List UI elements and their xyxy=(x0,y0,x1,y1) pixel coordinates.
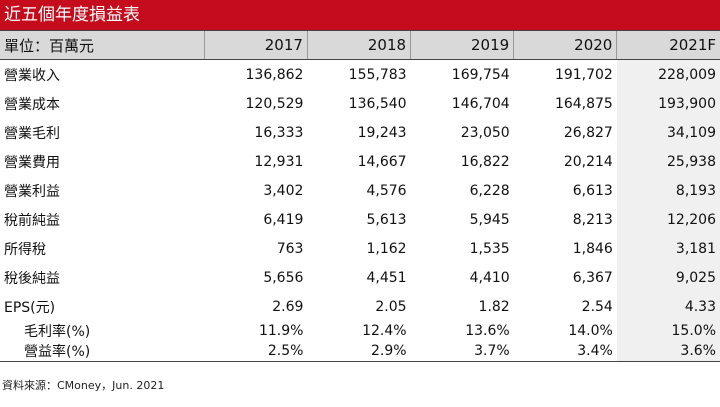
table-cell: 6,419 xyxy=(263,211,304,228)
table-cell: 169,754 xyxy=(451,66,510,83)
table-cell: 6,613 xyxy=(572,182,613,199)
table-cell: 6,228 xyxy=(469,182,510,199)
table-cell: 1,535 xyxy=(469,240,510,257)
row-label: 營業利益 xyxy=(4,183,60,200)
table-cell: 1,846 xyxy=(572,240,613,257)
table-cell: 3,181 xyxy=(616,234,720,263)
table-title: 近五個年度損益表 xyxy=(0,0,720,30)
year-header: 2018 xyxy=(306,30,411,60)
table-cell: 34,109 xyxy=(616,118,720,147)
table-cell: 20,214 xyxy=(563,153,613,170)
year-header: 2021F xyxy=(616,30,720,60)
table-cell: 15.0% xyxy=(616,321,720,341)
table-row: 營業費用 12,931 14,667 16,822 20,214 25,938 xyxy=(0,147,720,176)
year-header: 2017 xyxy=(203,30,308,60)
table-cell: 5,656 xyxy=(263,269,304,286)
row-label: 營業毛利 xyxy=(4,125,60,142)
table-cell: 763 xyxy=(276,240,304,257)
table-cell: 12,206 xyxy=(616,205,720,234)
table-cell: 3,402 xyxy=(263,182,304,199)
table-cell: 12,931 xyxy=(254,153,304,170)
table-cell: 8,193 xyxy=(616,176,720,205)
table-row: 營業利益 3,402 4,576 6,228 6,613 8,193 xyxy=(0,176,720,205)
year-header: 2020 xyxy=(513,30,617,60)
header-row: 單位：百萬元 2017 2018 2019 2020 2021F xyxy=(0,30,720,60)
table-cell: 9,025 xyxy=(616,263,720,292)
table-row: EPS(元) 2.69 2.05 1.82 2.54 4.33 xyxy=(0,292,720,321)
table-cell: 2.54 xyxy=(581,298,613,315)
table-row: 營業成本 120,529 136,540 146,704 164,875 193,900 xyxy=(0,89,720,118)
row-label: 營業費用 xyxy=(4,154,60,171)
table-cell: 23,050 xyxy=(460,124,510,141)
table-row: 所得稅 763 1,162 1,535 1,846 3,181 xyxy=(0,234,720,263)
table-cell: 193,900 xyxy=(616,89,720,118)
table-cell: 4,410 xyxy=(469,269,510,286)
table-cell: 16,333 xyxy=(254,124,304,141)
table-cell: 26,827 xyxy=(563,124,613,141)
table-row: 營業毛利 16,333 19,243 23,050 26,827 34,109 xyxy=(0,118,720,147)
table-cell: 8,213 xyxy=(572,211,613,228)
table-cell: 6,367 xyxy=(572,269,613,286)
table-cell: 2.9% xyxy=(307,341,411,362)
table-row: 營業收入 136,862 155,783 169,754 191,702 228,009 xyxy=(0,59,720,89)
table-cell: 4,451 xyxy=(366,269,407,286)
source-note: 資料來源：CMoney，Jun. 2021 xyxy=(2,379,165,392)
table-cell: 5,945 xyxy=(469,211,510,228)
table-cell: 2.69 xyxy=(272,298,304,315)
table-cell: 146,704 xyxy=(451,95,510,112)
table-cell: 4,576 xyxy=(366,182,407,199)
table-cell: 228,009 xyxy=(616,59,720,89)
unit-label: 單位：百萬元 xyxy=(0,30,205,60)
table-cell: 155,783 xyxy=(348,66,407,83)
table-cell: 1.82 xyxy=(478,298,510,315)
row-label: EPS(元) xyxy=(4,299,56,316)
table-cell: 4.33 xyxy=(616,292,720,321)
row-label: 營業成本 xyxy=(4,96,60,113)
table-cell: 3.7% xyxy=(410,341,514,362)
table-cell: 2.5% xyxy=(204,341,308,362)
table-cell: 136,862 xyxy=(245,66,304,83)
table-cell: 12.4% xyxy=(362,323,407,339)
row-label: 毛利率(%) xyxy=(24,324,91,340)
income-statement-table: 單位：百萬元 2017 2018 2019 2020 2021F 營業收入 136… xyxy=(0,30,720,362)
table-row: 營益率(%) 2.5% 2.9% 3.7% 3.4% 3.6% xyxy=(0,341,720,362)
table-cell: 164,875 xyxy=(554,95,613,112)
table-cell: 16,822 xyxy=(460,153,510,170)
table-cell: 25,938 xyxy=(616,147,720,176)
table-cell: 3.6% xyxy=(616,341,720,362)
table-row: 稅前純益 6,419 5,613 5,945 8,213 12,206 xyxy=(0,205,720,234)
table-cell: 14.0% xyxy=(568,323,613,339)
table-row: 毛利率(%) 11.9% 12.4% 13.6% 14.0% 15.0% xyxy=(0,321,720,341)
table-cell: 14,667 xyxy=(357,153,407,170)
table-cell: 120,529 xyxy=(245,95,304,112)
row-label: 稅前純益 xyxy=(4,212,60,229)
table-cell: 2.05 xyxy=(375,298,407,315)
row-label: 營業收入 xyxy=(4,67,60,84)
table-cell: 11.9% xyxy=(258,323,304,339)
table-cell: 19,243 xyxy=(357,124,407,141)
table-cell: 136,540 xyxy=(348,95,407,112)
table-cell: 1,162 xyxy=(366,240,407,257)
table-cell: 3.4% xyxy=(513,341,617,362)
row-label: 稅後純益 xyxy=(4,270,60,287)
table-cell: 5,613 xyxy=(366,211,407,228)
table-cell: 13.6% xyxy=(465,323,510,339)
table-row: 稅後純益 5,656 4,451 4,410 6,367 9,025 xyxy=(0,263,720,292)
table-cell: 191,702 xyxy=(554,66,613,83)
row-label: 所得稅 xyxy=(4,241,46,258)
year-header: 2019 xyxy=(410,30,514,60)
row-label: 營益率(%) xyxy=(0,341,205,362)
